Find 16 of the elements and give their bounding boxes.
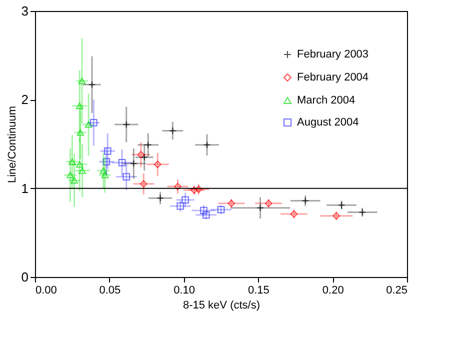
y-tick-label: 2	[21, 92, 28, 108]
x-axis-title: 8-15 keV (cts/s)	[182, 300, 260, 312]
x-tick-label: 0.20	[322, 284, 344, 296]
legend-label: August 2004	[297, 116, 359, 128]
legend-label: February 2004	[297, 72, 369, 84]
y-tick-label: 1	[21, 180, 28, 196]
x-tick-label: 0.05	[99, 284, 121, 296]
y-tick-label: 3	[21, 4, 28, 18]
y-axis-title: Line/Continuum	[6, 106, 18, 184]
x-tick-label: 0.00	[36, 284, 57, 296]
legend-label: February 2003	[297, 48, 369, 60]
legend-label: March 2004	[297, 94, 356, 106]
x-tick-label: 0.15	[248, 284, 270, 296]
x-tick-label: 0.25	[386, 284, 408, 296]
y-tick-label: 0	[21, 270, 28, 284]
x-tick-label: 0.10	[174, 284, 196, 296]
